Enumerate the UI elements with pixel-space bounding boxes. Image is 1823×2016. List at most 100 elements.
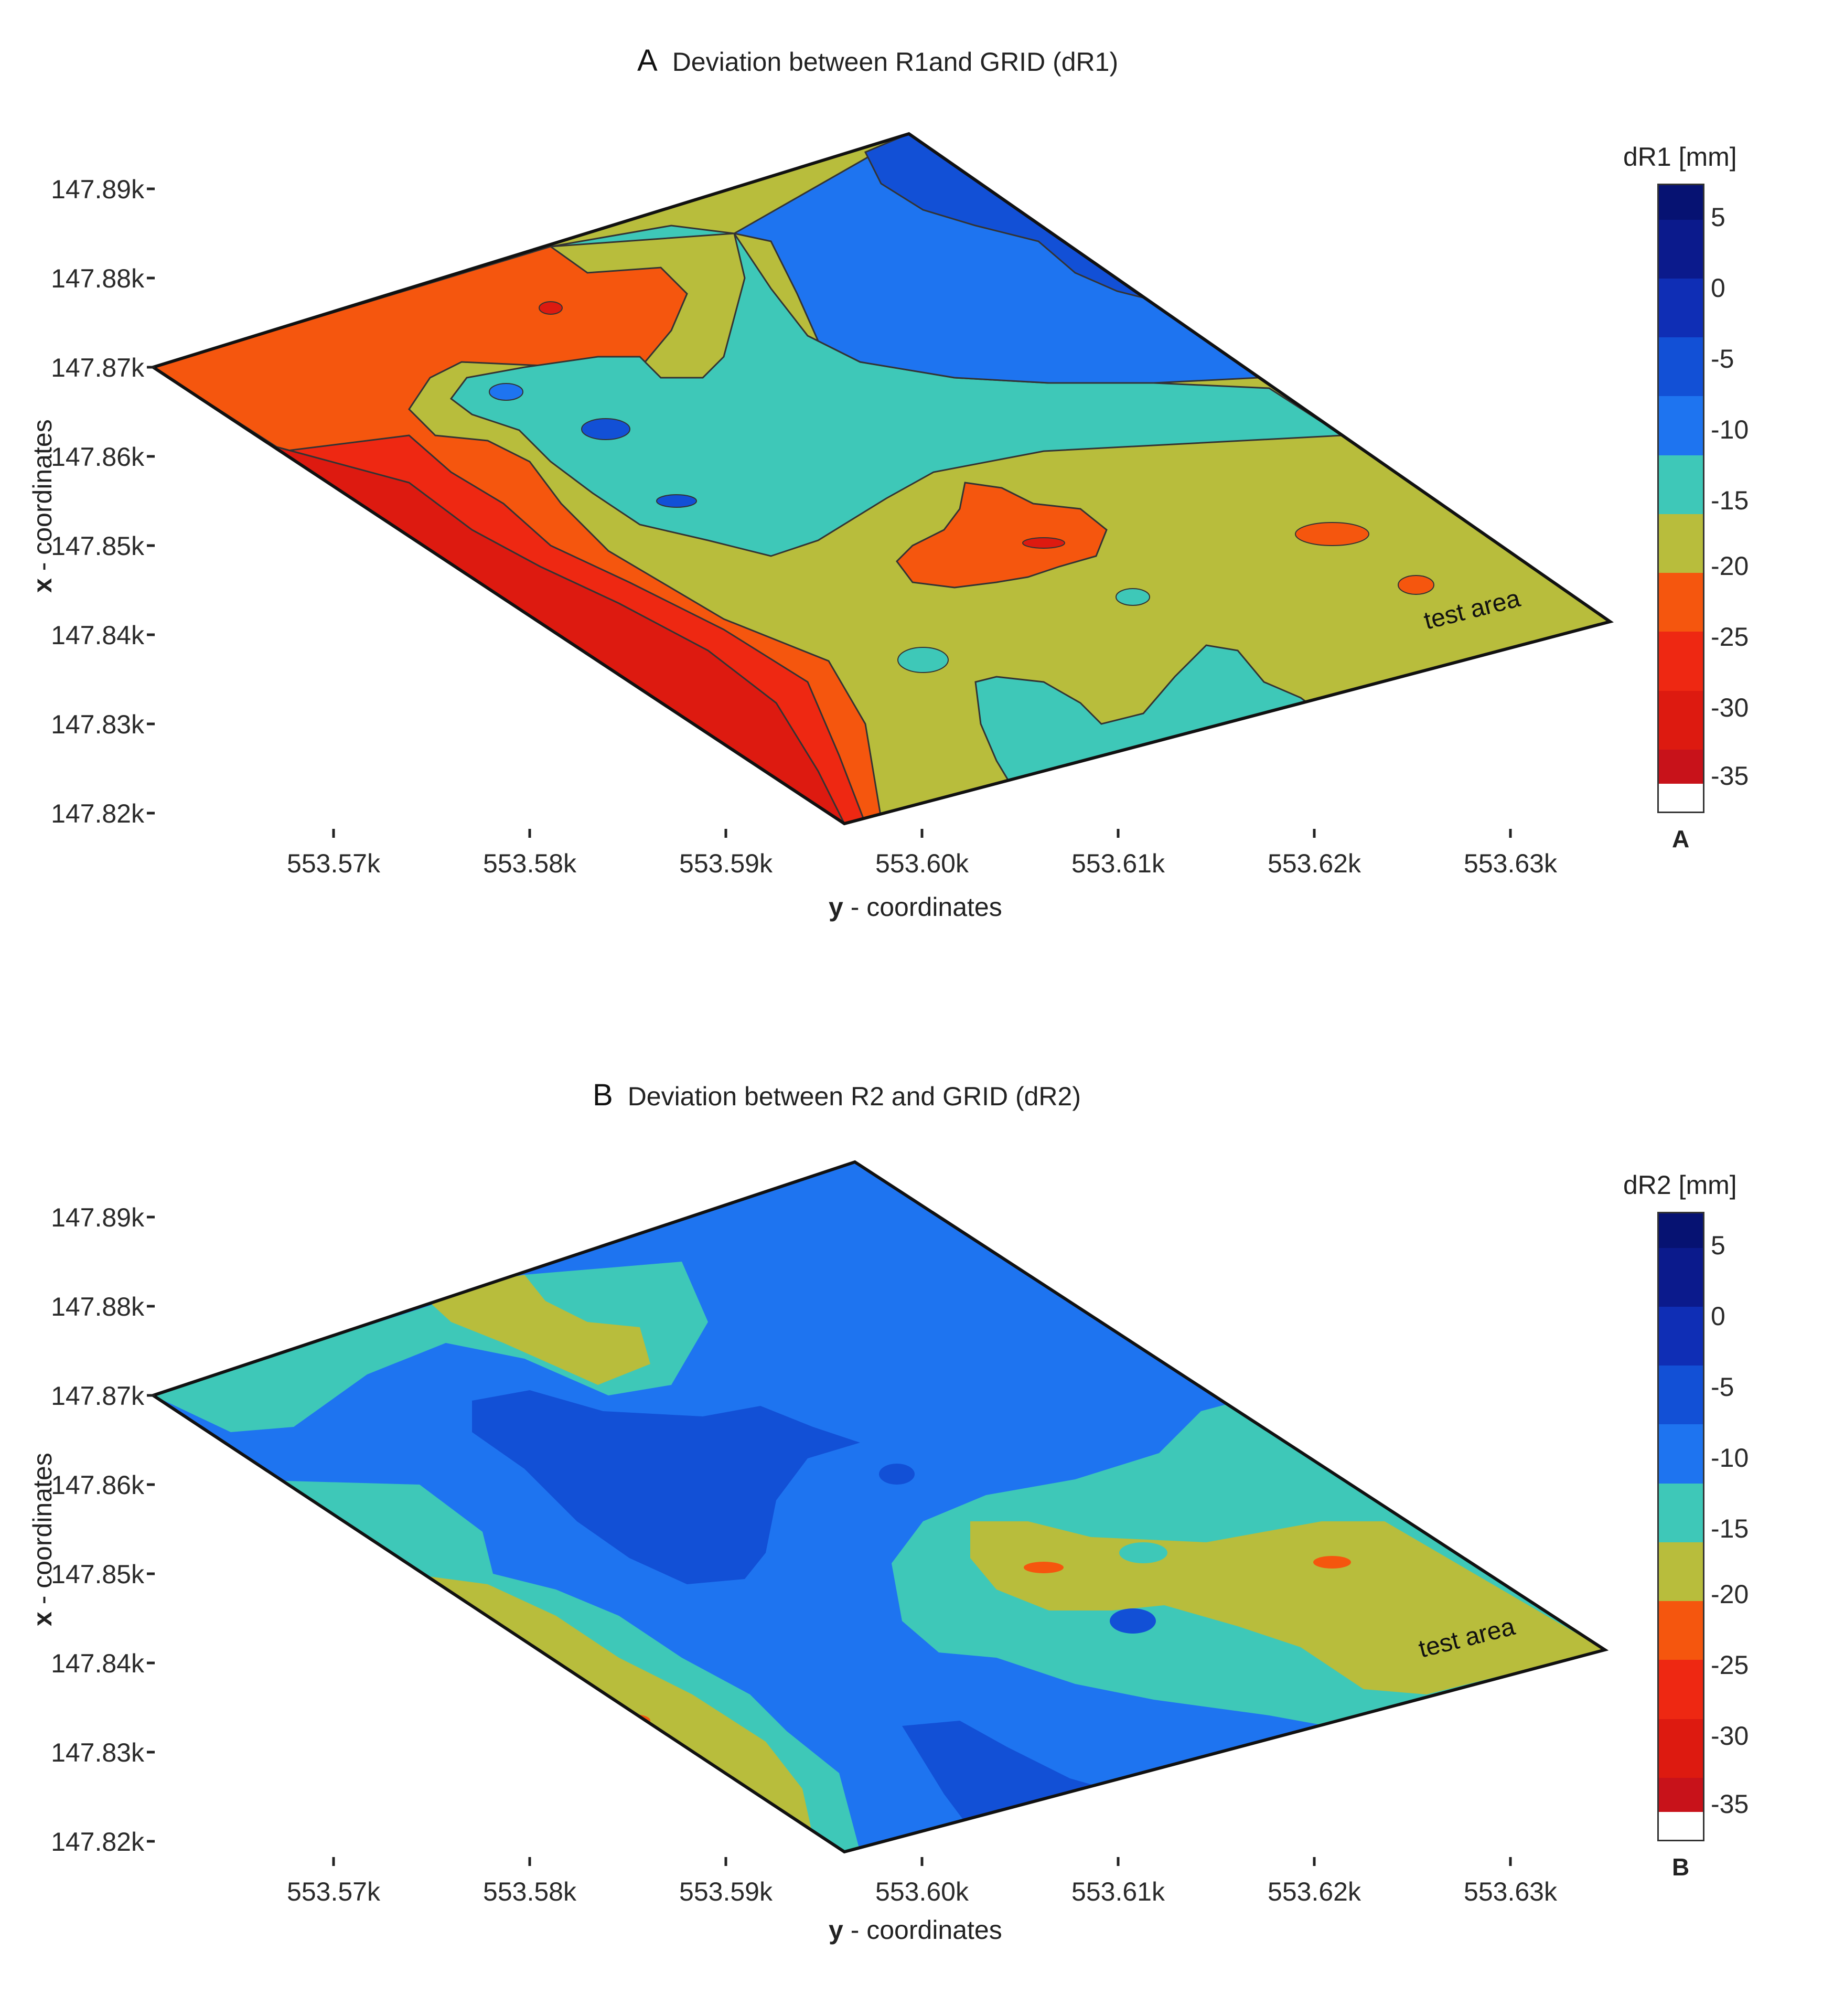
colorbar-band xyxy=(1659,1247,1703,1307)
colorbar-band xyxy=(1659,219,1703,279)
x-tick-marks xyxy=(332,1857,1512,1866)
colorbar-label: B xyxy=(1672,1853,1690,1881)
region-blue-spot xyxy=(1110,1608,1156,1634)
colorbar-band xyxy=(1659,337,1703,397)
colorbar-tick: -10 xyxy=(1711,415,1749,444)
colorbar-band xyxy=(1659,1601,1703,1660)
region-red-spot-north xyxy=(539,301,563,315)
colorbar-tick: -35 xyxy=(1711,761,1749,791)
region-teal-spot-2 xyxy=(1116,588,1150,606)
colorbar-band xyxy=(1659,278,1703,338)
contour-plot: test area xyxy=(147,132,1614,838)
colorbar-band xyxy=(1659,1660,1703,1719)
colorbar-band xyxy=(1659,632,1703,691)
y-tick-label: 147.84k xyxy=(51,1649,144,1678)
y-tick-label: 147.87k xyxy=(51,353,144,382)
colorbar-title: dR1 [mm] xyxy=(1623,142,1737,172)
colorbar-tick: -25 xyxy=(1711,1650,1749,1680)
colorbar-tick: 0 xyxy=(1711,1302,1725,1331)
colorbar-tick: -30 xyxy=(1711,693,1749,722)
y-tick-label: 147.89k xyxy=(51,1203,144,1232)
colorbar-band xyxy=(1659,396,1703,455)
x-tick-label: 553.62k xyxy=(1268,1877,1361,1906)
region-blue-spot-1 xyxy=(489,383,523,401)
colorbar-label: A xyxy=(1672,825,1690,852)
region-teal-north xyxy=(153,1262,708,1432)
colorbar-band xyxy=(1659,455,1703,514)
plot-outline xyxy=(149,132,1614,826)
colorbar-band xyxy=(1659,1542,1703,1602)
panel-a: A Deviation between R1and GRID (dR1) xyxy=(0,0,1823,988)
y-tick-label: 147.82k xyxy=(51,799,144,828)
colorbar-tick: -15 xyxy=(1711,1514,1749,1543)
region-red-spot xyxy=(1022,537,1065,549)
colorbar-band xyxy=(1659,1306,1703,1366)
colorbar-tick: -5 xyxy=(1711,344,1734,374)
colorbar-band xyxy=(1659,1424,1703,1484)
colorbar-band xyxy=(1659,185,1703,220)
region-teal-spot xyxy=(1119,1542,1167,1563)
colorbar-band xyxy=(1659,1483,1703,1542)
x-axis-label: y - coordinates xyxy=(829,1915,1002,1945)
colorbar-band xyxy=(1659,1366,1703,1425)
region-base xyxy=(153,1162,1605,1852)
y-tick-label: 147.87k xyxy=(51,1381,144,1411)
panel-letter: A xyxy=(637,44,658,78)
chart-title: B Deviation between R2 and GRID (dR2) xyxy=(593,1078,1081,1113)
y-tick-label: 147.83k xyxy=(51,1738,144,1767)
colorbar-title: dR2 [mm] xyxy=(1623,1170,1737,1200)
x-tick-label: 553.61k xyxy=(1071,1877,1165,1906)
region-orange-spot-east xyxy=(1295,522,1369,546)
y-tick-label: 147.88k xyxy=(51,1292,144,1321)
x-tick-label: 553.60k xyxy=(875,849,969,878)
region-blue-spot xyxy=(879,1464,915,1485)
x-tick-label: 553.63k xyxy=(1464,1877,1557,1906)
title-text: Deviation between R1and GRID (dR1) xyxy=(672,47,1119,77)
y-tick-label: 147.89k xyxy=(51,175,144,204)
chart-title: A Deviation between R1and GRID (dR1) xyxy=(637,43,1118,78)
colorbar-band xyxy=(1659,514,1703,573)
region-orange-spot-testarea xyxy=(1398,575,1434,595)
y-tick-marks xyxy=(147,1215,155,1843)
x-tick-label: 553.63k xyxy=(1464,849,1557,878)
y-tick-label: 147.84k xyxy=(51,621,144,650)
colorbar-band xyxy=(1659,573,1703,632)
x-tick-label: 553.61k xyxy=(1071,849,1165,878)
colorbar-tick: -20 xyxy=(1711,1580,1749,1609)
y-axis-label: x - coordinates xyxy=(28,419,57,593)
region-teal-spot xyxy=(897,647,949,673)
y-tick-label: 147.86k xyxy=(51,1470,144,1500)
region-orange-spot xyxy=(1024,1562,1064,1573)
region-darkblue-center xyxy=(472,1390,860,1584)
colorbar-tick: -5 xyxy=(1711,1372,1734,1402)
y-tick-label: 147.88k xyxy=(51,264,144,293)
region-olive-north xyxy=(420,1275,650,1385)
region-olive-east xyxy=(970,1521,1605,1694)
colorbar-tick: -30 xyxy=(1711,1721,1749,1751)
colorbar-band xyxy=(1659,1777,1703,1812)
region-darkblue-northeast xyxy=(864,134,1149,300)
region-orange-east-blob xyxy=(896,482,1108,589)
x-tick-label: 553.57k xyxy=(287,849,380,878)
region-blue-spot-2 xyxy=(581,418,630,440)
colorbar xyxy=(1657,1212,1704,1841)
region-teal-south xyxy=(974,644,1313,788)
colorbar-tick: -20 xyxy=(1711,551,1749,581)
panel-b: B Deviation between R2 and GRID (dR2) xyxy=(0,1028,1823,2016)
colorbar-tick: 5 xyxy=(1711,202,1725,232)
region-blue-spot-3 xyxy=(656,494,697,508)
colorbar-tick: 0 xyxy=(1711,273,1725,303)
y-tick-label: 147.85k xyxy=(51,1560,144,1589)
colorbar-tick: -25 xyxy=(1711,622,1749,652)
y-tick-label: 147.83k xyxy=(51,710,144,739)
y-tick-label: 147.85k xyxy=(51,531,144,561)
colorbar-tick: -35 xyxy=(1711,1789,1749,1819)
panel-letter: B xyxy=(593,1078,613,1112)
plot-outline xyxy=(149,1160,1609,1854)
colorbar-band xyxy=(1659,749,1703,784)
x-axis-label: y - coordinates xyxy=(829,892,1002,922)
x-tick-label: 553.59k xyxy=(679,1877,773,1906)
x-tick-label: 553.59k xyxy=(679,849,773,878)
x-tick-label: 553.58k xyxy=(483,849,576,878)
colorbar-tick: 5 xyxy=(1711,1231,1725,1260)
